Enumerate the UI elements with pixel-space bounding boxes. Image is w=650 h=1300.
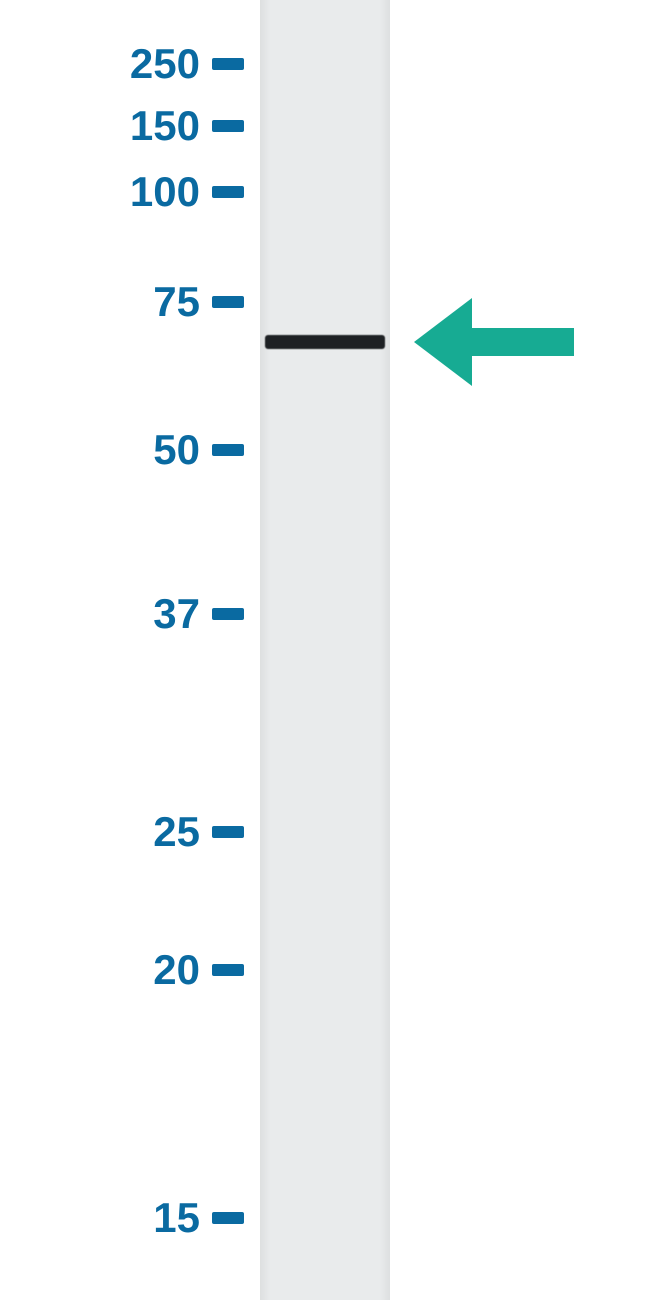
mw-tick	[212, 964, 244, 976]
mw-label: 250	[130, 43, 200, 85]
mw-label: 50	[153, 429, 200, 471]
blot-figure: 250 150 100 75 50 37 25 20 15	[0, 0, 650, 1300]
mw-label: 75	[153, 281, 200, 323]
mw-label: 150	[130, 105, 200, 147]
mw-label: 37	[153, 593, 200, 635]
gel-lane	[260, 0, 390, 1300]
mw-tick	[212, 826, 244, 838]
arrow-head-icon	[414, 298, 472, 386]
gel-lane-inner	[260, 0, 390, 1300]
mw-tick	[212, 296, 244, 308]
arrow-shaft	[472, 328, 574, 356]
mw-tick	[212, 58, 244, 70]
protein-band	[265, 335, 385, 349]
mw-label: 15	[153, 1197, 200, 1239]
mw-tick	[212, 608, 244, 620]
mw-tick	[212, 186, 244, 198]
band-indicator-arrow	[414, 298, 574, 386]
mw-label: 20	[153, 949, 200, 991]
mw-label: 25	[153, 811, 200, 853]
mw-tick	[212, 120, 244, 132]
mw-label: 100	[130, 171, 200, 213]
mw-tick	[212, 444, 244, 456]
mw-tick	[212, 1212, 244, 1224]
